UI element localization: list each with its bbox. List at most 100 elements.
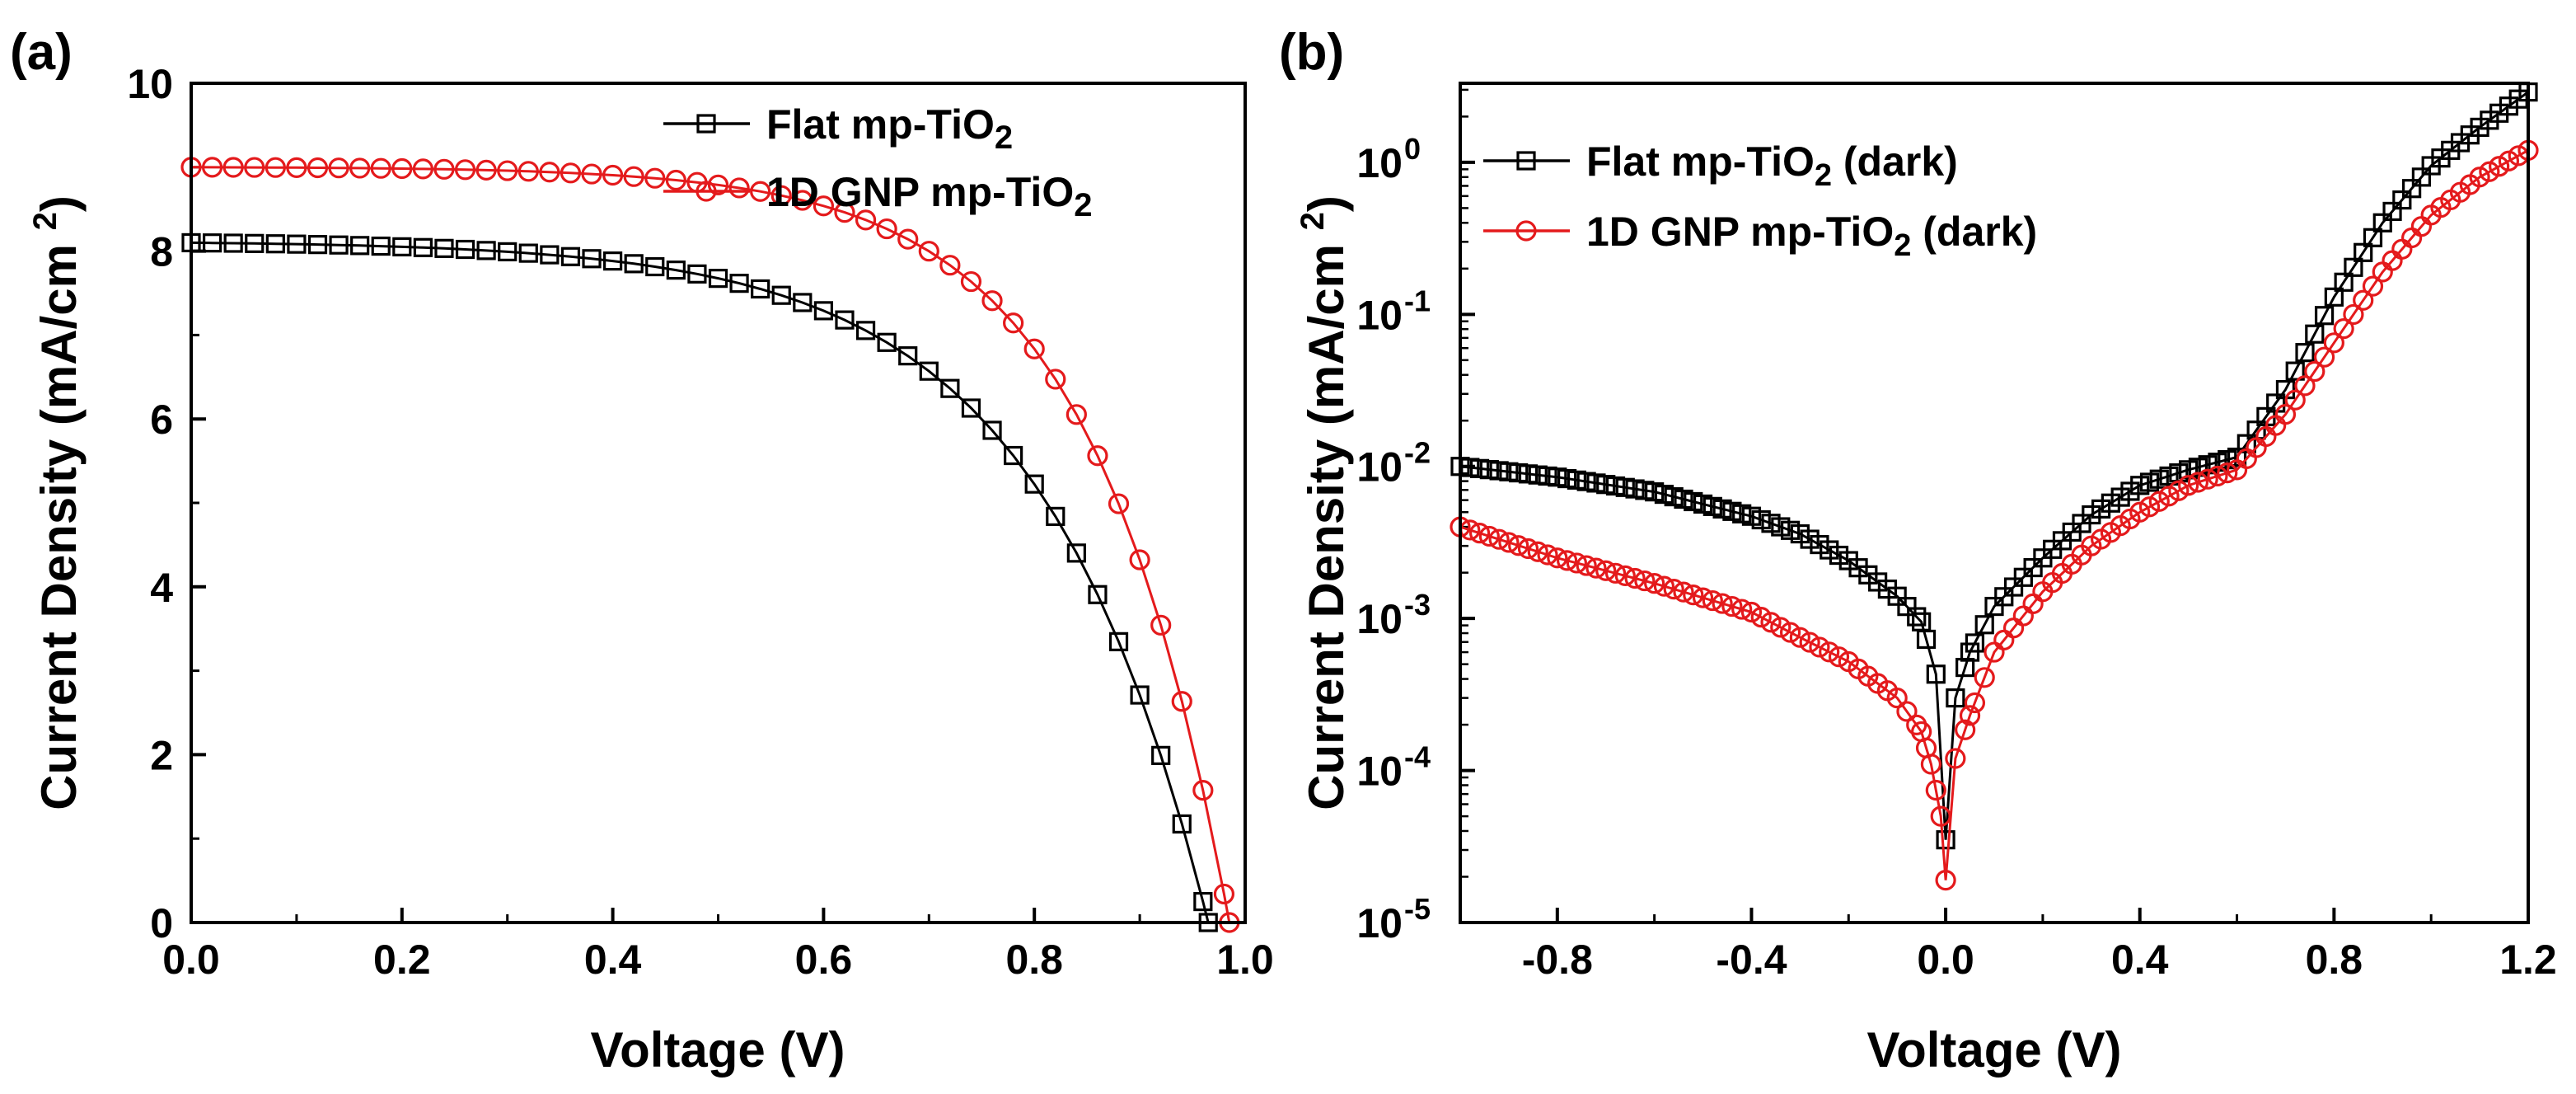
panel-a-data-point — [1151, 745, 1171, 765]
panel-b-data-point — [1780, 520, 1801, 540]
panel-a-data-point — [329, 235, 349, 255]
legend-label-text: Flat mp-TiO — [766, 101, 995, 148]
panel-b-data-point — [1499, 462, 1519, 481]
panel-a-series-1 — [180, 157, 1240, 933]
panel-a-x-tick-label: 1.0 — [1216, 937, 1274, 983]
panel-a-data-point — [1066, 543, 1086, 563]
panel-a-data-point — [560, 247, 581, 266]
panel-a-data-point — [1023, 338, 1045, 359]
panel-b-data-point — [1625, 479, 1645, 499]
panel-b-x-tick-label: 0.4 — [2111, 937, 2169, 983]
panel-a-data-point — [328, 157, 349, 179]
panel-b-data-point — [1518, 464, 1539, 484]
panel-a-label: (a) — [10, 24, 73, 81]
panel-b-data-point — [1585, 557, 1607, 579]
panel-b-data-point — [2217, 462, 2238, 484]
panel-a-data-point — [666, 261, 686, 280]
panel-b-data-point — [1897, 597, 1917, 617]
panel-b-series-1 — [1450, 139, 2539, 891]
panel-a-data-point — [793, 293, 813, 312]
panel-b-data-point — [1468, 523, 1491, 544]
panel-a-data-point — [286, 157, 307, 178]
panel-a-data-point — [455, 239, 475, 260]
panel-a-data-point — [1172, 814, 1192, 834]
panel-b-data-point — [1771, 517, 1791, 537]
panel-a-data-point — [391, 157, 413, 180]
panel-a-data-point — [540, 245, 560, 265]
panel-b-legend: Flat mp-TiO2 (dark)1D GNP mp-TiO2 (dark) — [1483, 139, 2037, 263]
panel-b-y-tick-label: 10 — [1356, 444, 1403, 491]
panel-b-data-point — [1604, 562, 1627, 584]
panel-b-y-tick-label: 10 — [1356, 292, 1403, 338]
panel-b-data-point — [1779, 622, 1801, 643]
panel-b-data-point — [1624, 567, 1646, 589]
panel-b-data-point — [2120, 481, 2140, 501]
panel-a-data-point — [939, 255, 961, 276]
panel-b-data-point — [1684, 491, 1703, 512]
panel-a-data-point — [1171, 691, 1192, 712]
panel-b-data-point — [1644, 573, 1665, 594]
panel-b-data-point — [1935, 869, 1956, 891]
panel-b-x-tick-label: -0.8 — [1522, 937, 1593, 983]
panel-a-y-tick-label: 10 — [127, 61, 173, 107]
panel-b-data-point — [1596, 475, 1616, 495]
panel-b-data-point — [2158, 486, 2180, 507]
panel-b-data-point — [1916, 629, 1937, 650]
panel-a-data-point — [1024, 474, 1044, 494]
panel-a-data-point — [265, 234, 285, 254]
panel-b-plot-frame — [1459, 82, 2530, 924]
panel-a-data-point — [307, 157, 329, 179]
panel-b-data-point — [2333, 318, 2354, 340]
panel-b-data-point — [1537, 544, 1558, 566]
axis-title-rest: ) — [1299, 195, 1354, 212]
panel-b-data-point — [1635, 481, 1655, 500]
panel-b-series-line — [1459, 91, 2529, 840]
panel-a-data-point — [434, 238, 454, 258]
panel-b-data-point — [2274, 403, 2297, 425]
panel-b-data-point — [2129, 501, 2151, 523]
panel-b-data-point — [1576, 472, 1596, 491]
panel-a-data-point — [855, 321, 876, 340]
panel-b-y-tick-exponent: 0 — [1404, 132, 1421, 166]
panel-a-data-point — [476, 241, 496, 261]
panel-a-legend-marker — [696, 114, 716, 134]
panel-b-y-tick-label: 10 — [1356, 900, 1403, 946]
panel-a-plot-frame — [190, 82, 1247, 924]
panel-b-data-point — [1945, 748, 1966, 769]
panel-b-data-point — [1712, 593, 1733, 614]
panel-b-data-point — [1538, 466, 1557, 486]
panel-b-y-tick-exponent: -5 — [1404, 892, 1431, 926]
panel-b-data-point — [1926, 664, 1946, 684]
panel-b-data-point — [2197, 468, 2218, 490]
panel-a-data-point — [497, 160, 518, 181]
panel-a-data-point — [582, 249, 602, 269]
panel-b-data-point — [1920, 754, 1942, 775]
panel-b-x-tick-label: 0.8 — [2306, 937, 2363, 983]
panel-b-data-point — [1750, 607, 1772, 628]
panel-a-data-point — [349, 157, 371, 179]
panel-b-data-point — [1789, 627, 1810, 648]
panel-a-data-point — [813, 195, 835, 217]
panel-b-data-point — [2362, 275, 2384, 297]
panel-b-data-point — [2334, 272, 2354, 292]
panel-a-data-point — [1150, 614, 1172, 636]
panel-b-data-point — [1799, 632, 1820, 653]
panel-b-data-point — [1615, 477, 1635, 497]
panel-b-data-point — [1974, 615, 1994, 635]
panel-b-data-point — [1886, 687, 1908, 709]
panel-b-data-point — [1508, 535, 1529, 556]
panel-b-data-point — [1479, 460, 1499, 480]
panel-a-data-point — [518, 161, 539, 182]
panel-a-data-point — [412, 158, 433, 180]
panel-b-data-point — [1527, 541, 1548, 562]
legend-label-text: 1D GNP mp-TiO — [766, 169, 1074, 215]
panel-a-data-point — [645, 256, 665, 277]
panel-a-data-point — [201, 157, 223, 178]
panel-a-data-point — [665, 169, 686, 191]
panel-b-data-point — [2149, 469, 2169, 489]
tick-base: 10 — [1356, 900, 1403, 946]
legend-label-subscript: 2 — [1074, 187, 1092, 223]
tick-base: 10 — [1356, 444, 1403, 491]
legend-label-text: Flat mp-TiO — [1586, 139, 1815, 185]
panel-b-data-point — [1517, 538, 1539, 560]
